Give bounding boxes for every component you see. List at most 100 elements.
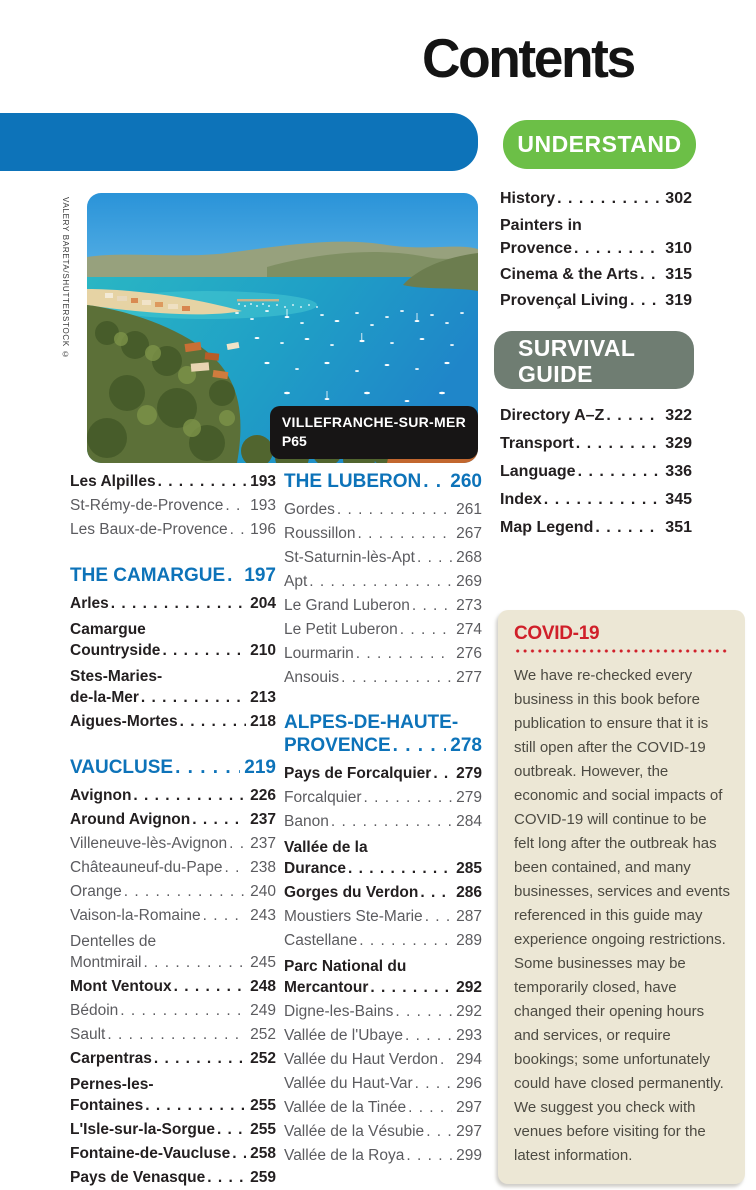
toc-entry-page: 268 [456,549,482,566]
toc-entry: Vallée de la Tinée 297 [284,1096,482,1120]
leader-dots [162,639,246,663]
leader-dots [370,976,452,1000]
leader-dots [175,756,240,779]
toc-entry-page: 336 [665,463,692,480]
toc-entry: Orange 240 [70,880,276,904]
toc-entry-label: Apt [284,573,308,590]
toc-entry-label: Arles [70,595,109,612]
leader-dots [203,904,246,928]
toc-entry-label: Gordes [284,501,335,518]
toc-section: VAUCLUSE219Avignon226Around Avignon237Vi… [70,756,276,1190]
leader-dots [393,734,447,757]
toc-entry-page: 213 [250,689,276,706]
toc-entry-page: 245 [250,954,276,971]
toc-entry-page: 292 [456,979,482,996]
toc-entry-label: Gorges du Verdon [284,884,419,901]
toc-entry-label: Sault [70,1026,106,1043]
toc-section: Les Alpilles193St-Rémy-de-Provence193Les… [70,470,276,542]
leader-dots [124,880,246,904]
leader-dots [440,1048,452,1072]
toc-entry-label: Lourmarin [284,645,354,662]
leader-dots [232,1142,246,1166]
leader-dots [406,1144,452,1168]
toc-middle-column: THE LUBERON 260 Gordes 261 Roussillon 267 St-S… [284,470,482,1168]
toc-entry: Mercantour 292 [284,976,482,1000]
toc-entry-label: Vallée de la Tinée [284,1099,407,1116]
toc-entry-page: 297 [456,1099,482,1116]
toc-entry-label: Le Petit Luberon [284,621,398,638]
toc-entry-label: Orange [70,883,122,900]
leader-dots [229,832,246,856]
toc-entry-page: 322 [665,407,692,424]
toc-entry-page: 292 [456,1003,482,1020]
toc-entry-page: 267 [456,525,482,542]
toc-section: History 302 Painters in Provence 310 Cinema &… [500,186,692,314]
toc-entry: Pays de Forcalquier 279 [284,762,482,786]
toc-entry-label: Around Avignon [70,811,191,828]
leader-dots [359,929,452,953]
understand-badge-label: UNDERSTAND [517,131,682,157]
toc-entry-page: 252 [250,1050,276,1067]
toc-entry-label: Digne-les-Bains [284,1003,394,1020]
toc-entry-page: 210 [250,642,276,659]
toc-entry: Moustiers Ste-Marie 287 [284,905,482,929]
understand-badge: UNDERSTAND [503,120,696,169]
toc-entry: Villeneuve-lès-Avignon 237 [70,832,276,856]
toc-entry-page: 261 [456,501,482,518]
toc-entry-label: Avignon [70,787,132,804]
toc-entry-page: 193 [250,473,276,490]
covid-body-text: We have re-checked every business in thi… [514,667,730,1164]
photo-caption-page: P65 [281,433,307,449]
leader-dots [230,518,246,542]
toc-entry: Aigues-Mortes 218 [70,710,276,734]
toc-entry: Forcalquier 279 [284,786,482,810]
leader-dots [145,1094,246,1118]
toc-entry: Le Petit Luberon 274 [284,618,482,642]
toc-entry: Language 336 [500,458,692,486]
leader-dots [364,786,453,810]
toc-entry-page: 287 [456,908,482,925]
toc-entry-label: THE LUBERON [284,471,422,492]
toc-entry: Sault 252 [70,1023,276,1047]
toc-entry-page: 237 [250,835,276,852]
leader-dots [544,486,662,514]
toc-entry-label: Pays de Venasque [70,1169,206,1186]
covid-note-box: COVID-19 We have re-checked every busine… [498,610,745,1184]
leader-dots [180,710,246,734]
toc-entry: de-la-Mer 213 [70,686,276,710]
toc-entry: Digne-les-Bains 292 [284,1000,482,1024]
toc-entry-page: 197 [244,565,276,586]
toc-entry-label: Roussillon [284,525,356,542]
toc-entry-page: 258 [250,1145,276,1162]
toc-entry-page: 319 [665,292,692,309]
leader-dots [111,592,246,616]
leader-dots [640,262,661,288]
villefranche-photo: VILLEFRANCHE-SUR-MER P65 [87,193,478,463]
toc-entry-page: 243 [250,907,276,924]
toc-entry-first-line: Vallée de la [284,839,368,856]
toc-entry-first-line: Dentelles de [70,933,157,950]
toc-entry-label: Vallée du Haut-Var [284,1075,413,1092]
toc-entry-label: Les Alpilles [70,473,156,490]
toc-entry: Ansouis 277 [284,666,482,690]
toc-entry: Map Legend 351 [500,514,692,542]
toc-entry-label: Vallée de la Roya [284,1147,405,1164]
toc-entry-page: 196 [250,521,276,538]
toc-entry: Banon 284 [284,810,482,834]
toc-entry-page: 294 [456,1051,482,1068]
toc-entry-label: Language [500,463,576,480]
toc-entry-label: Montmirail [70,954,142,971]
toc-entry-label: Aigues-Mortes [70,713,178,730]
survival-badge-line1: SURVIVAL [518,335,636,361]
toc-entry: Castellane 289 [284,929,482,953]
toc-entry-label: VAUCLUSE [70,757,174,778]
toc-entry-page: 249 [250,1002,276,1019]
toc-entry: Arles 204 [70,592,276,616]
leader-dots [120,999,246,1023]
toc-entry-label: Mercantour [284,979,369,996]
toc-entry-label: Mont Ventoux [70,978,172,995]
leader-dots [412,594,452,618]
toc-entry-first-line: Pernes-les- [70,1076,154,1093]
toc-entry: Cinema & the Arts 315 [500,262,692,288]
toc-entry-page: 302 [665,190,692,207]
